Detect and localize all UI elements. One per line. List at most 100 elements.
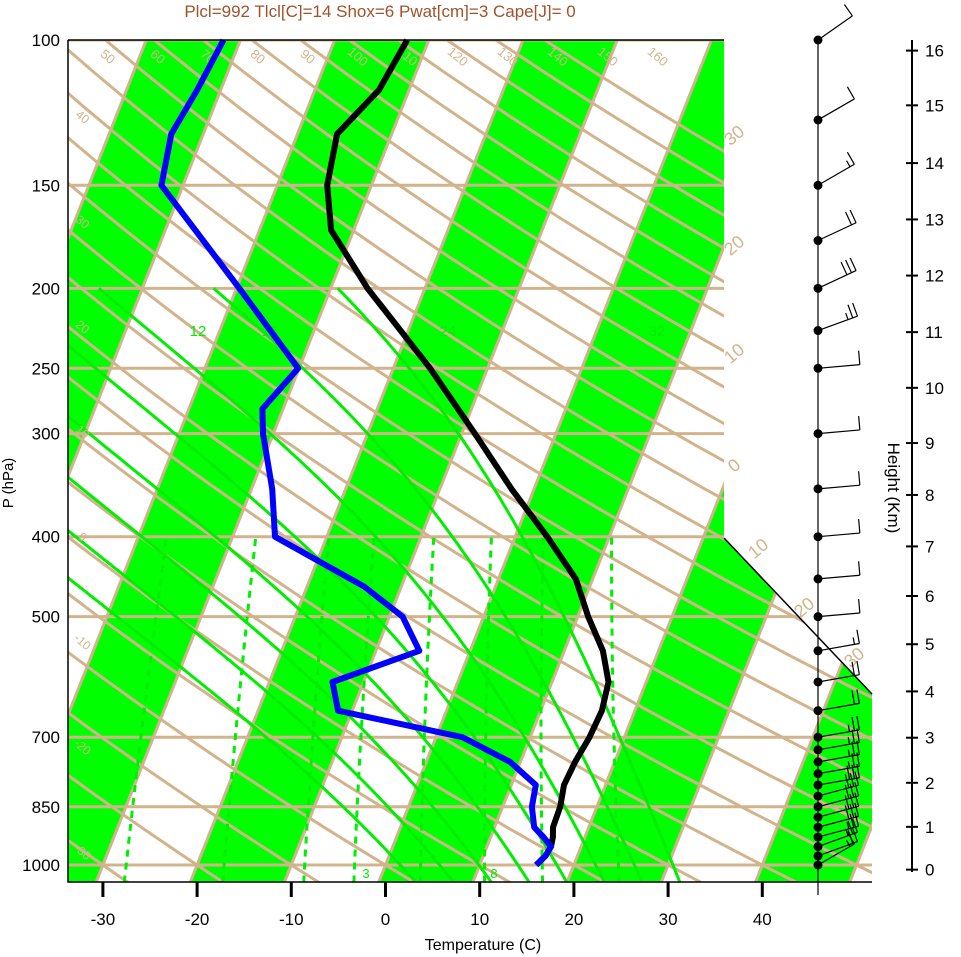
mixing-ratio-label: 8 — [490, 866, 497, 881]
wind-barb-flag — [849, 793, 855, 808]
wind-barb-shaft — [817, 222, 857, 242]
wind-barb-flag — [849, 783, 855, 798]
wind-barb-flag — [845, 828, 849, 836]
mixing-ratio-line — [418, 536, 436, 882]
wind-barb-flag — [844, 774, 850, 788]
height-tick-label: 4 — [925, 682, 934, 701]
wind-barb-flag — [845, 211, 853, 226]
wind-level-dot — [813, 574, 823, 584]
wind-level-dot — [813, 769, 823, 779]
wind-barb-flag — [849, 772, 855, 787]
p-tick-label: 200 — [32, 279, 60, 298]
temperature-band — [190, 40, 618, 882]
wind-barb-flag — [856, 728, 860, 743]
dry-adiabat-label: 160 — [645, 44, 671, 69]
moist-adiabat-label: 12 — [190, 323, 207, 340]
isotherm-line — [68, 40, 242, 481]
moist-adiabat-line — [68, 575, 418, 882]
dry-adiabat-line — [68, 227, 872, 742]
wind-barb-flag — [849, 803, 855, 818]
wind-level-dot — [813, 283, 823, 293]
x-tick-label: -20 — [185, 910, 210, 929]
wind-level-dot — [813, 646, 823, 656]
wind-level-dot — [813, 780, 823, 790]
dry-adiabat-line — [68, 275, 872, 785]
wind-level-dot — [813, 822, 823, 832]
height-axis-label: Height (Km) — [884, 443, 903, 534]
height-tick-label: 6 — [925, 587, 934, 606]
y-axis-label: P (hPa) — [0, 458, 17, 509]
x-axis-label: Temperature (C) — [425, 937, 541, 954]
dry-adiabat-line — [68, 591, 511, 882]
wind-barb-flag — [852, 828, 859, 842]
dry-adiabat-line — [104, 40, 872, 542]
wind-barb-shaft — [817, 815, 859, 828]
dry-adiabat-line — [68, 47, 872, 580]
wind-barb-shaft — [817, 484, 860, 490]
wind-barb-shaft — [817, 702, 860, 712]
wind-barb-flag — [852, 302, 859, 317]
dry-adiabat-line — [68, 375, 872, 875]
x-tick-label: 10 — [470, 910, 489, 929]
wind-barb-shaft — [817, 315, 858, 332]
wind-level-dot — [813, 180, 823, 190]
axes: -30 -20 -10 0 10 20 30 40 100 150 200 250 300 400 500 7… — [22, 31, 872, 929]
p-tick-label: 500 — [32, 608, 60, 627]
plot-frame-edge — [723, 537, 873, 695]
dewpoint-line — [158, 38, 554, 868]
p-tick-label: 300 — [32, 425, 60, 444]
wind-level-dot — [813, 732, 823, 742]
mixing-ratio-line — [539, 536, 545, 882]
wind-barb-shaft — [817, 163, 855, 186]
wind-barb-flag — [847, 829, 854, 844]
wind-barb-flag — [858, 519, 861, 534]
wind-barb-flag — [847, 304, 854, 319]
wind-level-dot — [813, 115, 823, 125]
dry-adiabat-line — [68, 650, 416, 882]
wind-barb-shaft — [817, 729, 860, 738]
wind-barb-flag — [858, 561, 861, 576]
wind-barb-flag — [845, 259, 853, 273]
x-tick-label: 30 — [659, 910, 678, 929]
mixing-ratio-line — [221, 536, 258, 882]
wind-barb-flag — [858, 598, 861, 614]
p-tick-label: 1000 — [22, 856, 60, 875]
wind-barb-flag — [846, 821, 850, 829]
wind-barb-flag — [856, 716, 860, 731]
wind-barb-flag — [849, 257, 857, 271]
height-tick-label: 14 — [925, 154, 944, 173]
wind-barb-shaft — [817, 805, 859, 818]
wind-barb-shaft — [817, 741, 860, 751]
dry-adiabat-line — [68, 135, 872, 659]
x-tick-label: 20 — [564, 910, 583, 929]
wind-barb-shaft — [817, 754, 860, 763]
dry-adiabat-line — [202, 40, 872, 469]
height-tick-label: 9 — [925, 434, 934, 453]
wind-barb-shaft — [817, 15, 853, 41]
wind-level-dot — [813, 677, 823, 687]
wind-barb-flag — [846, 86, 855, 100]
wind-barb-flag — [856, 660, 860, 675]
wind-barb-flag — [845, 312, 849, 320]
mixing-ratio-line — [352, 536, 376, 882]
axis-frame — [67, 39, 872, 883]
wind-barb-shaft — [817, 574, 860, 580]
wind-level-dot — [813, 842, 823, 852]
dry-adiabat-line — [68, 535, 607, 882]
height-tick-label: 16 — [925, 42, 944, 61]
isotherm-line — [68, 40, 337, 719]
wind-level-dot — [813, 484, 823, 494]
x-tick-label: 40 — [753, 910, 772, 929]
wind-barb-flag — [844, 805, 850, 820]
wind-level-dot — [813, 236, 823, 246]
wind-barb-shaft — [817, 831, 858, 848]
wind-barb-flag — [851, 661, 856, 676]
p-tick-label: 850 — [32, 798, 60, 817]
wind-barb-flag — [858, 350, 861, 365]
mixing-ratio-lines — [122, 536, 621, 882]
dry-adiabat-line — [68, 181, 872, 700]
plot-mask-area — [724, 40, 961, 882]
moist-adiabat-line — [68, 528, 456, 882]
